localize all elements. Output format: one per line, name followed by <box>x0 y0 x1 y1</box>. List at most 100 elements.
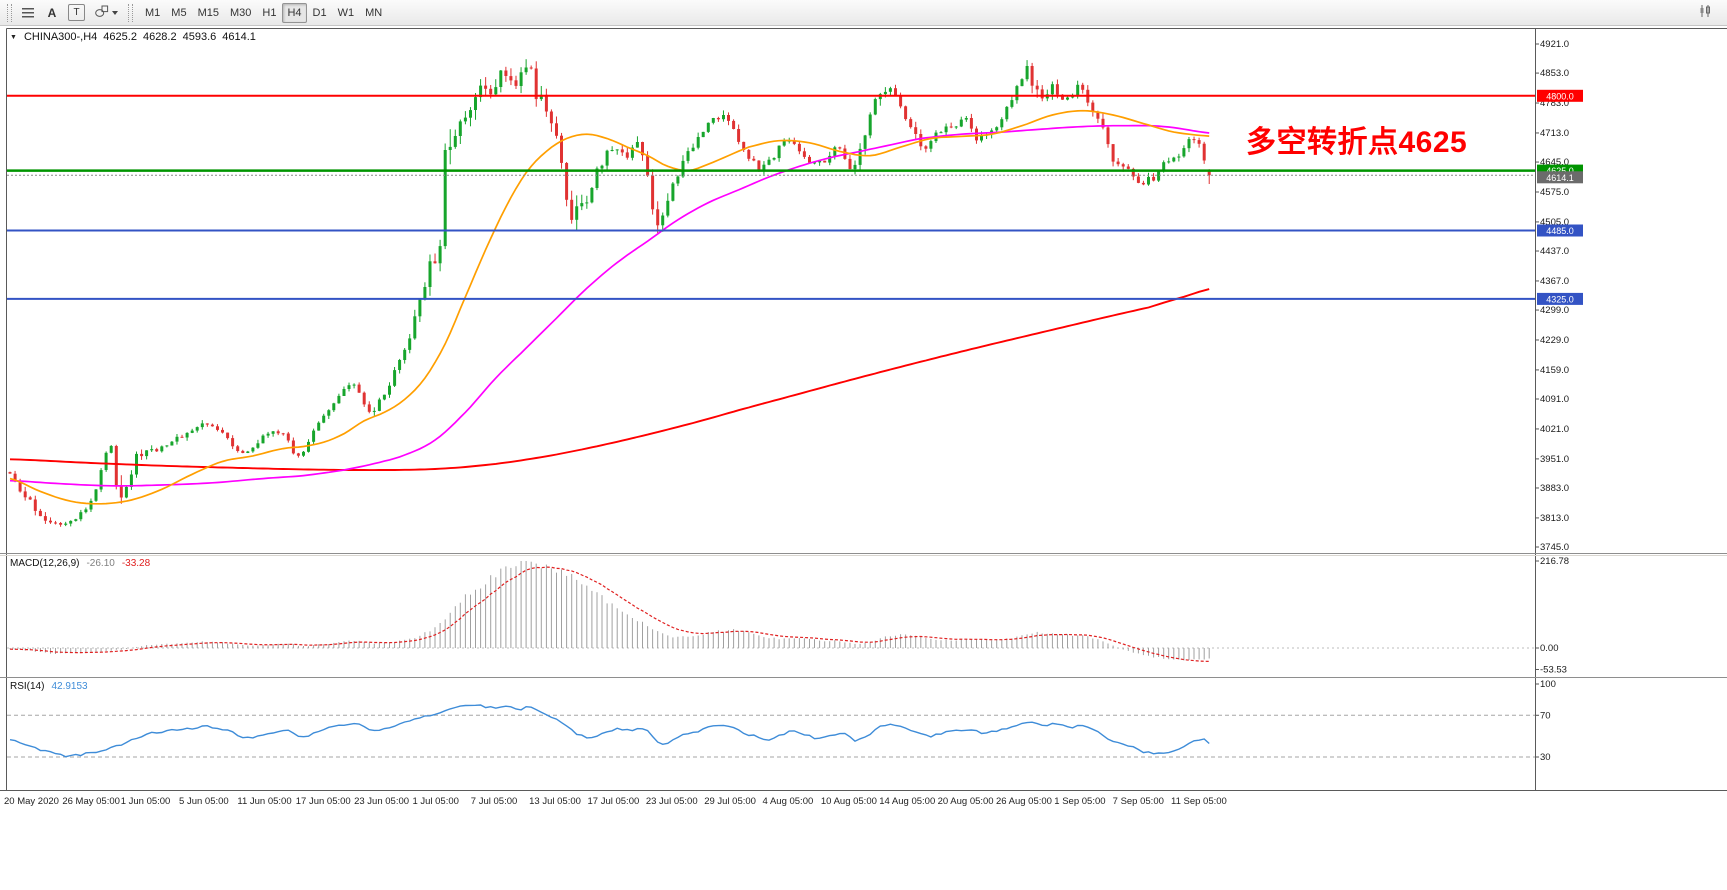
timeframe-button-h1[interactable]: H1 <box>257 3 281 23</box>
svg-text:23 Jun 05:00: 23 Jun 05:00 <box>354 796 409 807</box>
timeframe-button-m30[interactable]: M30 <box>225 3 256 23</box>
list-icon <box>22 7 34 18</box>
svg-text:11 Sep 05:00: 11 Sep 05:00 <box>1171 796 1227 807</box>
svg-text:4853.0: 4853.0 <box>1540 68 1569 79</box>
main-chart-panel <box>7 59 1535 527</box>
svg-text:4229.0: 4229.0 <box>1540 335 1569 346</box>
svg-text:1 Jun 05:00: 1 Jun 05:00 <box>121 796 171 807</box>
svg-text:26 Aug 05:00: 26 Aug 05:00 <box>996 796 1052 807</box>
svg-text:4 Aug 05:00: 4 Aug 05:00 <box>763 796 814 807</box>
svg-text:3813.0: 3813.0 <box>1540 513 1569 524</box>
svg-text:3883.0: 3883.0 <box>1540 483 1569 494</box>
timeframe-button-m1[interactable]: M1 <box>140 3 165 23</box>
svg-text:4485.0: 4485.0 <box>1546 226 1574 236</box>
rsi-name: RSI(14) <box>10 681 45 692</box>
macd-signal-line <box>9 566 1210 662</box>
ohlc-high: 4628.2 <box>142 31 177 43</box>
timeframe-button-h4[interactable]: H4 <box>282 2 307 23</box>
ma-slow-red <box>9 288 1210 472</box>
svg-text:0.00: 0.00 <box>1540 643 1559 654</box>
toolbar-grip[interactable] <box>7 3 12 22</box>
symbol-name: CHINA300-,H4 <box>23 31 98 43</box>
svg-text:11 Jun 05:00: 11 Jun 05:00 <box>237 796 291 807</box>
svg-text:4645.0: 4645.0 <box>1540 157 1569 168</box>
svg-text:14 Aug 05:00: 14 Aug 05:00 <box>879 796 935 807</box>
toolbar-grip[interactable] <box>128 3 133 22</box>
text-frame-button[interactable]: T <box>68 4 85 21</box>
svg-text:4800.0: 4800.0 <box>1546 91 1574 101</box>
svg-text:20 May 2020: 20 May 2020 <box>4 796 59 807</box>
timeframe-button-m15[interactable]: M15 <box>193 3 224 23</box>
svg-text:4505.0: 4505.0 <box>1540 217 1569 228</box>
svg-text:4713.0: 4713.0 <box>1540 128 1569 139</box>
insert-text-button[interactable]: A <box>41 3 63 23</box>
ohlc-open: 4625.2 <box>103 31 137 43</box>
macd-name: MACD(12,26,9) <box>10 558 80 569</box>
ma-fast-orange <box>9 109 1210 505</box>
svg-text:13 Jul 05:00: 13 Jul 05:00 <box>529 796 581 807</box>
svg-text:23 Jul 05:00: 23 Jul 05:00 <box>646 796 698 807</box>
macd-signal-value: -33.28 <box>121 558 151 569</box>
svg-text:4437.0: 4437.0 <box>1540 246 1569 257</box>
macd-histogram <box>9 561 1210 661</box>
time-scale[interactable]: 20 May 2020 26 May 05:00 1 Jun 05:00 5 Jun … <box>4 796 1227 807</box>
timeframe-button-m5[interactable]: M5 <box>166 3 191 23</box>
svg-text:4367.0: 4367.0 <box>1540 276 1569 287</box>
svg-text:3951.0: 3951.0 <box>1540 454 1569 465</box>
svg-text:4783.0: 4783.0 <box>1540 98 1569 109</box>
svg-text:17 Jun 05:00: 17 Jun 05:00 <box>296 796 351 807</box>
svg-text:5 Jun 05:00: 5 Jun 05:00 <box>179 796 229 807</box>
timeframe-button-d1[interactable]: D1 <box>308 3 332 23</box>
svg-text:10 Aug 05:00: 10 Aug 05:00 <box>821 796 877 807</box>
svg-text:1 Jul 05:00: 1 Jul 05:00 <box>412 796 458 807</box>
rsi-label: RSI(14) 42.9153 <box>10 681 88 692</box>
chevron-down-icon <box>112 10 118 15</box>
svg-text:1 Sep 05:00: 1 Sep 05:00 <box>1054 796 1105 807</box>
svg-text:26 May 05:00: 26 May 05:00 <box>62 796 120 807</box>
rsi-panel <box>7 704 1535 758</box>
svg-text:3745.0: 3745.0 <box>1540 542 1569 553</box>
svg-text:-53.53: -53.53 <box>1540 664 1567 675</box>
macd-label: MACD(12,26,9) -26.10 -33.28 <box>10 558 150 569</box>
shapes-dropdown-button[interactable] <box>90 3 123 23</box>
svg-text:7 Sep 05:00: 7 Sep 05:00 <box>1113 796 1164 807</box>
candlestick-chart-icon <box>1698 4 1712 21</box>
objects-list-button[interactable] <box>17 3 39 23</box>
svg-text:4299.0: 4299.0 <box>1540 305 1569 316</box>
toolbar: A T M1 M5 M15 M30 H1 H4 D1 W1 MN <box>0 0 1727 26</box>
ma-medium-magenta <box>9 124 1210 487</box>
svg-text:4625.0: 4625.0 <box>1546 166 1574 176</box>
svg-text:70: 70 <box>1540 710 1551 721</box>
collapse-triangle-icon[interactable]: ▼ <box>10 33 17 41</box>
svg-text:4021.0: 4021.0 <box>1540 424 1569 435</box>
timeframe-button-mn[interactable]: MN <box>360 3 387 23</box>
rsi-line <box>9 704 1210 758</box>
rsi-value: 42.9153 <box>51 681 88 692</box>
chart-type-button[interactable] <box>1693 3 1717 23</box>
shapes-icon <box>95 5 109 21</box>
price-scale[interactable]: 4921.0 4853.0 4783.0 4713.0 4645.0 4575.0 4505… <box>1535 39 1583 763</box>
svg-text:4921.0: 4921.0 <box>1540 39 1569 50</box>
svg-text:7 Jul 05:00: 7 Jul 05:00 <box>471 796 517 807</box>
svg-text:4325.0: 4325.0 <box>1546 294 1574 304</box>
svg-text:17 Jul 05:00: 17 Jul 05:00 <box>588 796 640 807</box>
svg-text:100: 100 <box>1540 679 1556 690</box>
timeframe-button-w1[interactable]: W1 <box>333 3 360 23</box>
svg-text:4091.0: 4091.0 <box>1540 394 1569 405</box>
annotation-text[interactable]: 多空转折点4625 <box>1246 126 1468 159</box>
svg-text:216.78: 216.78 <box>1540 556 1569 567</box>
symbol-ohlc-readout: ▼ CHINA300-,H4 4625.2 4628.2 4593.6 4614… <box>10 31 256 43</box>
svg-text:4575.0: 4575.0 <box>1540 187 1569 198</box>
ohlc-low: 4593.6 <box>182 31 217 43</box>
macd-panel <box>7 561 1535 662</box>
ohlc-close: 4614.1 <box>222 31 256 43</box>
svg-text:30: 30 <box>1540 752 1551 763</box>
panel-borders <box>0 28 1727 791</box>
timeframe-toolbar: M1 M5 M15 M30 H1 H4 D1 W1 MN <box>140 2 387 23</box>
svg-text:29 Jul 05:00: 29 Jul 05:00 <box>704 796 756 807</box>
svg-text:4159.0: 4159.0 <box>1540 365 1569 376</box>
svg-text:4614.1: 4614.1 <box>1546 173 1574 183</box>
